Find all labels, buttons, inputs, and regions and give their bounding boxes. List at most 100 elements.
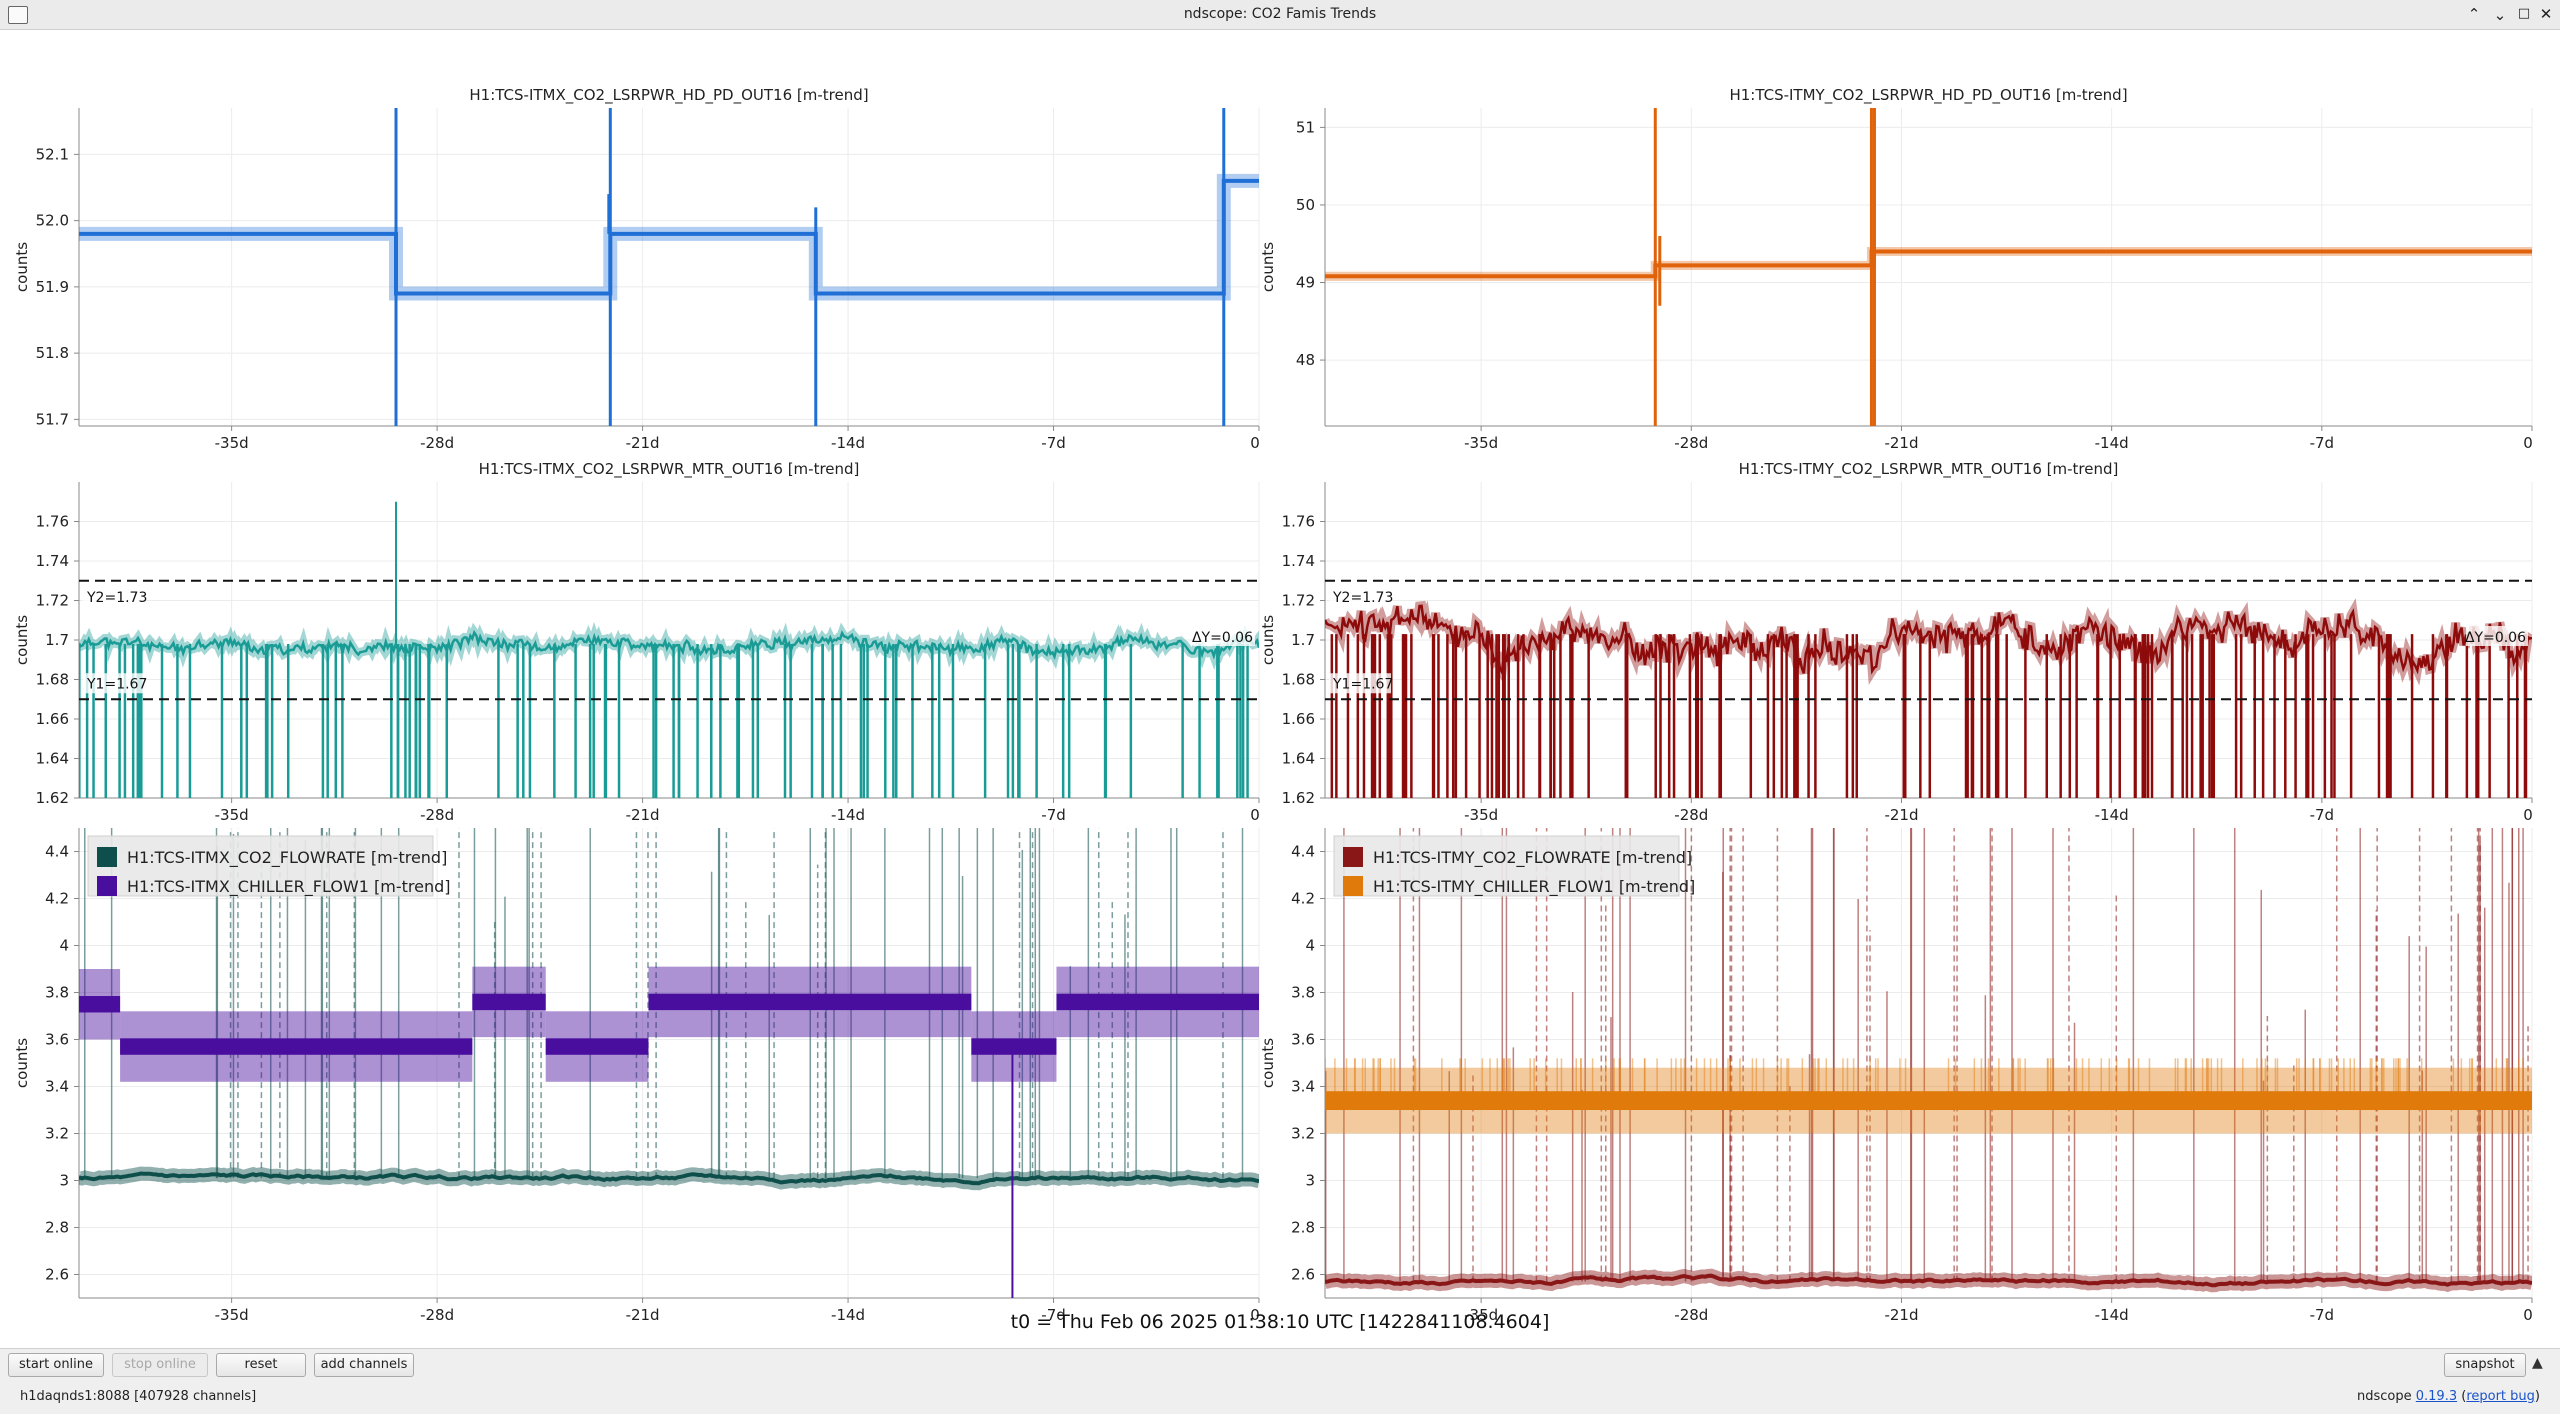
version-prefix: ndscope: [2357, 1389, 2416, 1404]
y-tick-label: 3: [59, 1172, 69, 1190]
x-tick-label: -35d: [1464, 434, 1498, 452]
x-tick-label: -21d: [626, 1306, 660, 1324]
x-tick-label: -14d: [831, 1306, 865, 1324]
x-tick-label: -28d: [420, 434, 454, 452]
version-info: ndscope 0.19.3 (report bug): [2357, 1389, 2540, 1404]
plot-itmx-pd[interactable]: -35d -28d -21d -14d -7d 0 51.7 51.8 51.9 52.0 52.1…: [13, 86, 1260, 452]
cursor-dy-label: ΔY=0.06: [2465, 630, 2526, 646]
series-group: [1325, 828, 2532, 1293]
x-tick-label: -35d: [215, 434, 249, 452]
y-tick-label: 51.7: [36, 410, 69, 428]
x-tick-label: 0: [2523, 434, 2533, 452]
series-group: [79, 108, 1259, 426]
status-text: h1daqnds1:8088 [407928 channels]: [20, 1389, 257, 1404]
y-tick-label: 1.64: [36, 750, 69, 768]
x-tick-label: -7d: [2310, 434, 2334, 452]
x-tick-label: -35d: [215, 1306, 249, 1324]
y-tick-label: 4.2: [1291, 890, 1315, 908]
y-tick-label: 1.68: [36, 671, 69, 689]
y-tick-label: 1.68: [1282, 671, 1315, 689]
x-tick-label: -7d: [1041, 1306, 1065, 1324]
series-line: [1325, 604, 2532, 677]
y-tick-label: 50: [1296, 196, 1315, 214]
y-axis-label: counts: [13, 615, 31, 665]
app-icon: [8, 6, 28, 24]
version-link[interactable]: 0.19.3: [2415, 1389, 2458, 1404]
legend-box: [1333, 835, 1680, 897]
x-tick-label: 0: [1250, 1306, 1260, 1324]
cursor-y1-label: Y1=1.67: [1332, 676, 1393, 692]
y-tick-label: 1.74: [1282, 552, 1315, 570]
plot-itmx-flow[interactable]: -35d -28d -21d -14d -7d 0 2.6 2.8 3 3.2 3.4 3.6 3.8 4…: [13, 720, 1260, 1324]
y-tick-label: 3: [1305, 1172, 1315, 1190]
series-line: [1325, 249, 2532, 279]
x-tick-label: -21d: [1884, 1306, 1918, 1324]
y-axis-label: counts: [1259, 242, 1277, 292]
series-line: [79, 1171, 1259, 1186]
cursor-label-bg: [1329, 673, 1391, 694]
series-line: [545, 1038, 649, 1055]
x-tick-label: -35d: [1464, 1306, 1498, 1324]
plot-itmy-mtr[interactable]: -35d -28d -21d -14d -7d 0 1.62 1.64 1.66 1.68 1.7 1…: [1259, 460, 2533, 824]
legend-swatch: [1343, 876, 1363, 896]
y-tick-label: 3.6: [1291, 1031, 1315, 1049]
x-tick-label: -14d: [2095, 1306, 2129, 1324]
x-tick-label: -28d: [420, 1306, 454, 1324]
y-tick-label: 3.2: [45, 1125, 69, 1143]
y-tick-label: 3.2: [1291, 1125, 1315, 1143]
y-tick-label: 1.76: [36, 513, 69, 531]
snapshot-button[interactable]: snapshot: [2444, 1353, 2526, 1377]
start-online-button[interactable]: start online: [8, 1353, 104, 1377]
close-icon[interactable]: ✕: [2539, 5, 2553, 23]
series-group: [1325, 598, 2532, 798]
y-tick-label: 2.8: [45, 1219, 69, 1237]
x-tick-label: -14d: [2095, 806, 2129, 824]
legend-swatch: [1343, 847, 1363, 867]
plot-area: -35d -28d -21d -14d -7d 0 51.7 51.8 51.9 52.0 52.1…: [0, 30, 2560, 1348]
y-tick-label: 49: [1296, 274, 1315, 292]
series-group: [1325, 108, 2532, 426]
x-tick-label: 0: [2523, 806, 2533, 824]
y-tick-label: 2.6: [45, 1266, 69, 1284]
minimize-icon[interactable]: ⌃: [2467, 5, 2481, 23]
y-tick-label: 1.64: [1282, 750, 1315, 768]
y-axis-label: counts: [13, 242, 31, 292]
x-tick-label: -21d: [1884, 806, 1918, 824]
y-tick-label: 4.4: [45, 843, 69, 861]
series-line: [79, 996, 121, 1013]
x-tick-label: 0: [1250, 806, 1260, 824]
legend-swatch: [97, 876, 117, 896]
series-minmax-band: [1325, 246, 2532, 281]
chevron-up-icon[interactable]: ▲: [2532, 1355, 2543, 1371]
legend: H1:TCS-ITMY_CO2_FLOWRATE [m-trend] H1:TCS…: [1333, 835, 1695, 897]
x-tick-label: -35d: [1464, 806, 1498, 824]
legend-swatch: [97, 847, 117, 867]
add-channels-button[interactable]: add channels: [314, 1353, 414, 1377]
maximize-icon[interactable]: □: [2517, 6, 2531, 21]
y-tick-label: 1.66: [36, 710, 69, 728]
cursor-dy-label: ΔY=0.06: [1192, 630, 1253, 646]
restore-icon[interactable]: ⌃: [2493, 5, 2507, 23]
reset-button[interactable]: reset: [216, 1353, 306, 1377]
x-tick-label: -7d: [1041, 806, 1065, 824]
y-tick-label: 1.7: [45, 631, 69, 649]
y-tick-label: 52.0: [36, 212, 69, 230]
window-title: ndscope: CO2 Famis Trends: [1183, 6, 1377, 22]
plot-grid[interactable]: -35d -28d -21d -14d -7d 0 51.7 51.8 51.9 52.0 52.1…: [0, 30, 2560, 1348]
cursor-label-bg: [2466, 626, 2528, 646]
x-tick-label: -7d: [1041, 434, 1065, 452]
plot-itmy-pd[interactable]: -35d -28d -21d -14d -7d 0 48 49 50 51 counts H1:TCS…: [1259, 86, 2533, 452]
legend-label: H1:TCS-ITMY_CO2_FLOWRATE [m-trend]: [1373, 848, 1692, 868]
series-line: [1325, 1091, 2532, 1110]
series-line: [971, 1038, 1057, 1055]
report-bug-link[interactable]: report bug: [2466, 1389, 2535, 1404]
plot-itmy-flow[interactable]: -35d -28d -21d -14d -7d 0 2.6 2.8 3 3.2 3.4 3.6 3.8 4…: [1259, 815, 2533, 1324]
y-axis-label: counts: [1259, 1038, 1277, 1088]
y-tick-label: 51.8: [36, 344, 69, 362]
plot-title: H1:TCS-ITMX_CO2_LSRPWR_HD_PD_OUT16 [m-tr…: [469, 86, 868, 105]
stop-online-button[interactable]: stop online: [112, 1353, 208, 1377]
y-tick-label: 2.6: [1291, 1266, 1315, 1284]
plot-title: H1:TCS-ITMY_CO2_LSRPWR_MTR_OUT16 [m-tren…: [1739, 460, 2119, 479]
plot-itmx-mtr[interactable]: -35d -28d -21d -14d -7d 0 1.62 1.64 1.66 1.68 1.7 1…: [13, 460, 1260, 824]
x-tick-label: -28d: [1674, 434, 1708, 452]
